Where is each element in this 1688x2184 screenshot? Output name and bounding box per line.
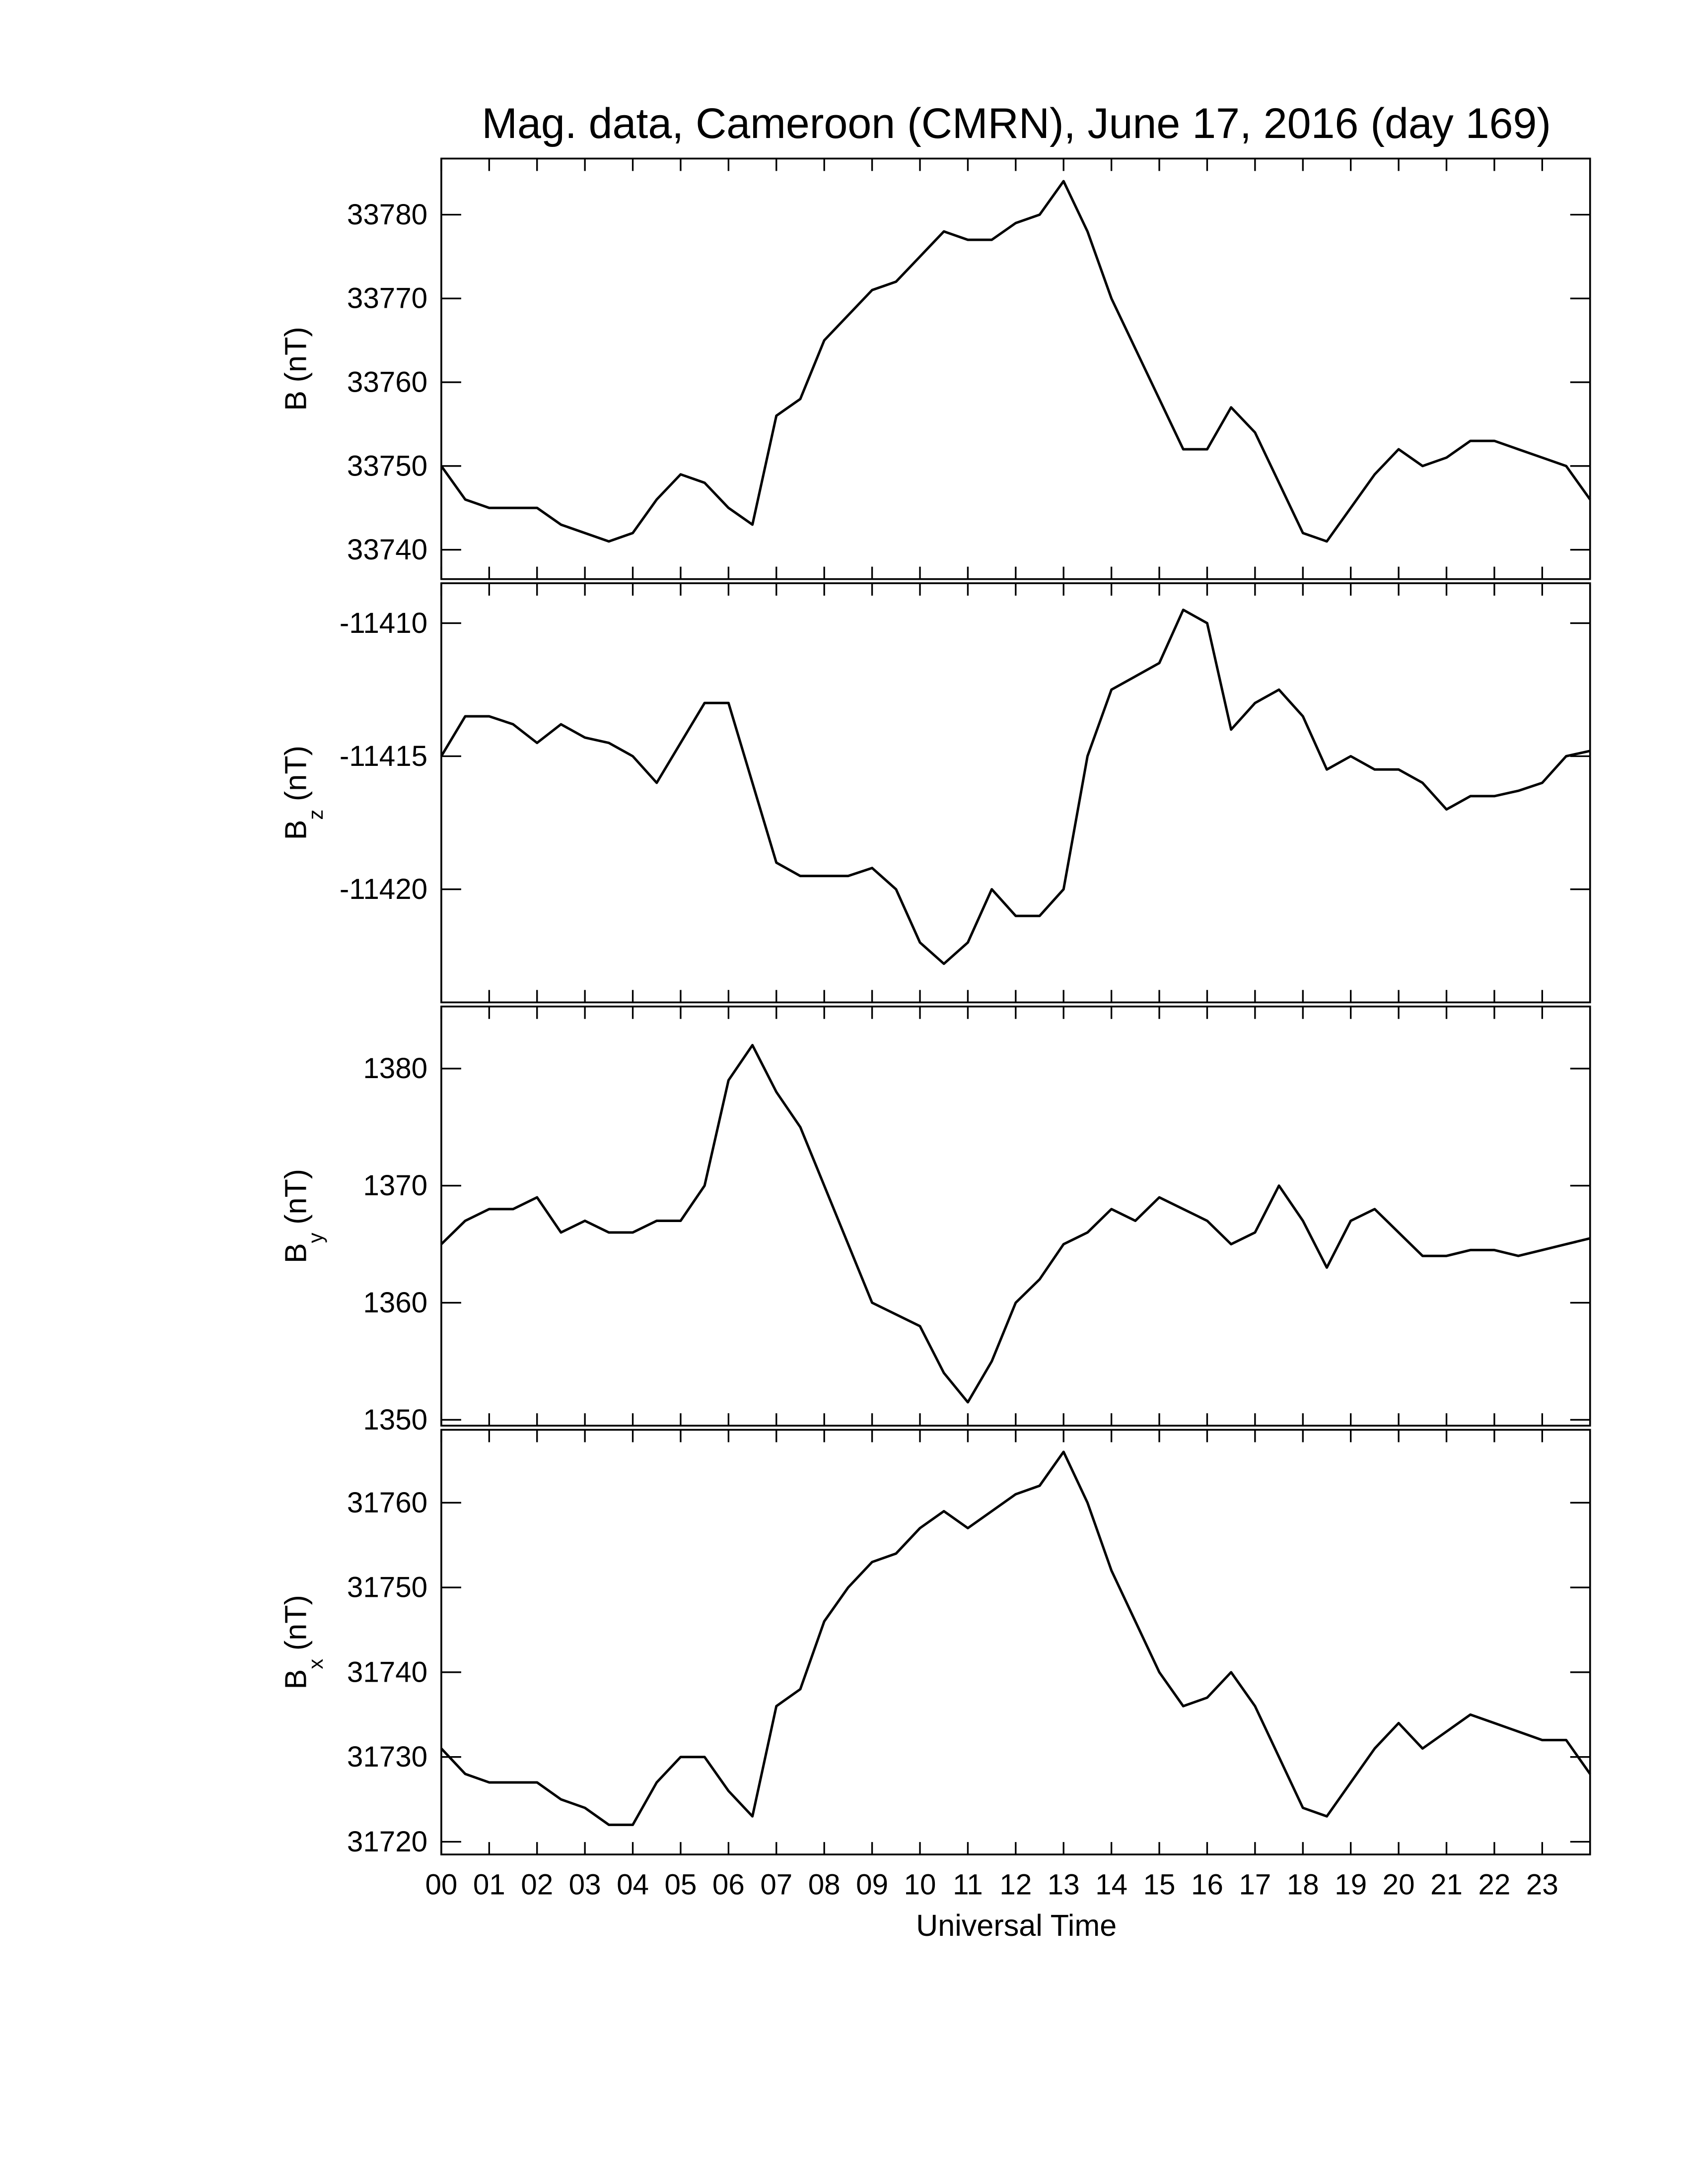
x-tick-label: 17 [1239,1869,1271,1901]
x-tick-label: 04 [617,1869,649,1901]
y-tick-label: 31750 [347,1571,427,1604]
y-tick-label: 33760 [347,366,427,399]
y-tick-label: 1360 [363,1287,427,1319]
chart-title: Mag. data, Cameroon (CMRN), June 17, 201… [482,100,1551,147]
x-tick-label: 11 [953,1869,983,1901]
x-tick-label: 21 [1430,1869,1463,1901]
x-tick-label: 18 [1287,1869,1319,1901]
y-axis-label: B (nT) [279,327,313,410]
y-tick-label: 1370 [363,1169,427,1202]
y-label-unit: (nT) [279,1169,313,1225]
plot-frame [440,582,1591,1004]
y-label-main: B [279,1669,313,1690]
x-tick-label: 05 [665,1869,697,1901]
y-tick-label: 1380 [363,1052,427,1085]
data-line [440,1044,1591,1404]
x-tick-label: 07 [760,1869,792,1901]
y-label-main: B [279,391,313,411]
y-tick-label: 31730 [347,1741,427,1773]
data-line [440,1450,1591,1826]
data-line [440,180,1591,543]
x-tick-label: 14 [1095,1869,1127,1901]
y-label-sub: x [304,1659,327,1669]
x-tick-label: 15 [1143,1869,1176,1901]
x-tick-label: 02 [521,1869,553,1901]
x-axis-label: Universal Time [916,1909,1117,1942]
y-label-main: B [279,1243,313,1263]
y-tick-label: 31760 [347,1487,427,1519]
y-tick-label: -11410 [340,607,427,639]
x-tick-label: 03 [569,1869,601,1901]
y-tick-label: -11420 [340,873,427,905]
y-tick-label: 33770 [347,282,427,315]
x-tick-label: 08 [808,1869,841,1901]
y-tick-label: 33740 [347,534,427,566]
data-line [440,609,1591,965]
x-tick-label: 23 [1526,1869,1558,1901]
x-tick-label: 06 [712,1869,745,1901]
x-tick-label: 09 [856,1869,888,1901]
y-axis-label: Bz (nT) [279,746,327,840]
y-label-sub: y [304,1232,327,1243]
plot-frame [440,157,1591,580]
y-tick-label: 33780 [347,199,427,231]
y-tick-label: 31720 [347,1826,427,1858]
x-tick-label: 00 [425,1869,457,1901]
y-tick-label: 1350 [363,1404,427,1436]
x-tick-label: 19 [1335,1869,1367,1901]
y-tick-label: 33750 [347,450,427,482]
x-tick-label: 22 [1478,1869,1511,1901]
y-axis-label: Bx (nT) [279,1595,327,1689]
y-label-unit: (nT) [279,746,313,801]
y-label-sub: z [304,810,327,820]
x-tick-label: 12 [999,1869,1032,1901]
y-label-unit: (nT) [279,1595,313,1650]
x-tick-label: 20 [1383,1869,1415,1901]
x-tick-label: 13 [1048,1869,1080,1901]
plot-frame [440,1005,1591,1427]
y-axis-label: By (nT) [279,1169,327,1263]
x-tick-label: 01 [473,1869,505,1901]
x-tick-label: 16 [1191,1869,1223,1901]
x-tick-label: 10 [904,1869,936,1901]
y-tick-label: 31740 [347,1656,427,1688]
y-label-unit: (nT) [279,327,313,382]
y-label-main: B [279,820,313,840]
y-tick-label: -11415 [340,740,427,772]
